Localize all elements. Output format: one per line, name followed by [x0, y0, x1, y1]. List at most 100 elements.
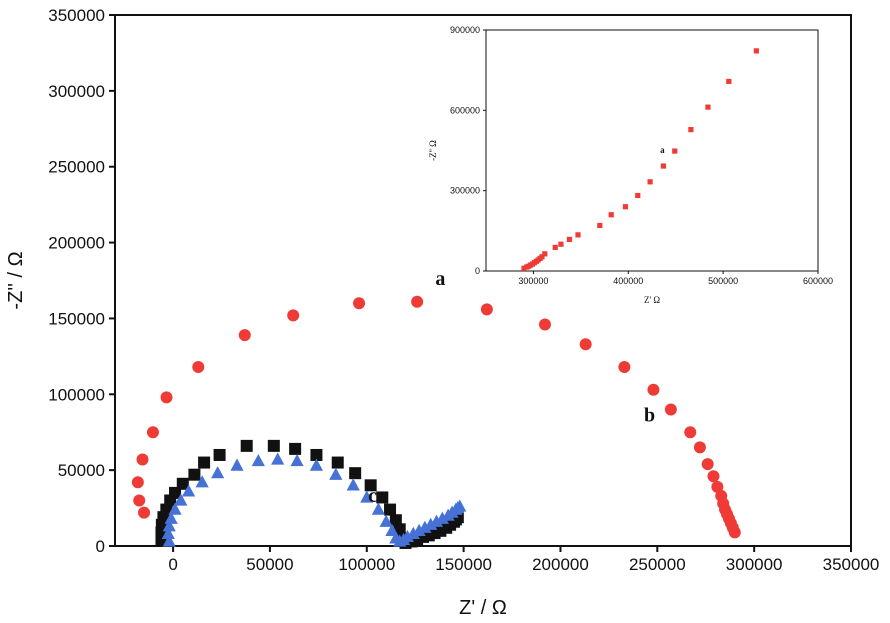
main-point-a	[160, 391, 173, 404]
main-series-label-b: b	[644, 405, 655, 427]
inset-point-a	[688, 127, 694, 133]
main-y-tick-label: 350000	[48, 6, 105, 25]
inset-point-a	[542, 251, 548, 257]
main-x-tick-label: 0	[168, 555, 177, 574]
main-point-b	[160, 503, 173, 516]
main-point-c	[379, 514, 393, 527]
inset-point-a	[672, 148, 678, 154]
main-y-tick-label: 250000	[48, 158, 105, 177]
main-x-tick-label: 350000	[823, 555, 880, 574]
main-point-a	[353, 297, 366, 310]
inset-x-tick-label: 600000	[803, 276, 833, 286]
main-y-tick-label: 300000	[48, 82, 105, 101]
main-point-a	[287, 309, 300, 322]
main-point-b	[198, 456, 211, 469]
main-series-c	[161, 452, 467, 547]
main-point-a	[618, 360, 631, 373]
main-x-tick-label: 250000	[629, 555, 686, 574]
main-y-tick-label: 200000	[48, 234, 105, 253]
main-point-a	[664, 403, 677, 416]
main-point-a	[711, 480, 724, 493]
main-x-tick-label: 200000	[532, 555, 589, 574]
inset-axes	[483, 29, 819, 274]
main-point-c	[182, 484, 196, 497]
main-point-a	[192, 360, 205, 373]
main-point-a	[728, 526, 741, 539]
main-point-b	[213, 448, 226, 461]
main-point-c	[329, 467, 343, 480]
main-x-tick-label: 100000	[338, 555, 395, 574]
main-point-b	[364, 479, 377, 492]
main-point-b	[376, 491, 389, 504]
main-point-c	[251, 453, 265, 467]
inset-series-a	[521, 48, 759, 271]
inset-point-a	[753, 48, 759, 54]
main-point-b	[310, 448, 323, 461]
inset-y-tick-label: 900000	[450, 25, 480, 35]
main-point-c	[309, 458, 324, 471]
main-point-a	[480, 303, 493, 316]
inset-data-marks	[521, 48, 759, 271]
main-point-b	[389, 514, 402, 527]
main-series-a	[131, 295, 741, 539]
main-point-c	[162, 519, 176, 532]
inset-y-tick-label: 600000	[450, 105, 480, 115]
inset-point-a	[705, 104, 711, 110]
main-point-c	[371, 502, 386, 515]
main-point-a	[538, 318, 551, 331]
main-point-b	[169, 486, 182, 499]
main-y-axis-title: -Z'' / Ω	[5, 251, 27, 309]
inset-point-a	[622, 204, 629, 210]
main-point-b	[267, 439, 280, 452]
main-series-label-c: c	[368, 485, 377, 507]
main-data-marks	[131, 295, 741, 549]
main-point-c	[195, 475, 209, 488]
main-series-label-a: a	[435, 268, 445, 290]
main-y-tick-label: 100000	[48, 385, 105, 404]
main-point-b	[393, 523, 406, 536]
inset-point-a	[660, 163, 666, 169]
inset-plot: 300000 400000 500000 600000 0 300000 600000 900…	[428, 25, 833, 305]
main-point-c	[162, 534, 176, 547]
inset-y-axis-title: -Z'' Ω	[428, 140, 438, 161]
inset-point-a	[558, 241, 564, 247]
main-axes	[109, 14, 852, 552]
main-x-axis-title: Z' / Ω	[459, 597, 507, 619]
main-point-b	[240, 439, 253, 452]
main-point-a	[146, 426, 159, 439]
main-point-a	[707, 470, 720, 483]
main-point-a	[684, 426, 697, 439]
main-y-tick-label: 150000	[48, 309, 105, 328]
main-x-tick-label: 50000	[246, 555, 293, 574]
inset-point-a	[635, 192, 641, 199]
main-point-c	[168, 502, 182, 515]
inset-x-tick-label: 400000	[613, 276, 643, 286]
inset-point-a	[552, 244, 558, 251]
main-x-tick-label: 300000	[726, 555, 783, 574]
inset-point-a	[608, 212, 614, 218]
main-point-c	[211, 466, 225, 479]
inset-series-label-a: a	[660, 145, 665, 155]
inset-labels: 300000 400000 500000 600000 0 300000 600000 900…	[428, 25, 833, 305]
inset-y-tick-label: 0	[475, 266, 480, 276]
main-point-a	[238, 329, 251, 342]
main-point-a	[701, 458, 714, 471]
main-point-b	[384, 503, 397, 516]
main-x-tick-label: 150000	[435, 555, 492, 574]
main-point-c	[453, 499, 467, 512]
main-point-b	[331, 456, 344, 469]
main-point-a	[138, 506, 151, 519]
main-point-b	[176, 477, 189, 490]
main-point-c	[161, 526, 175, 539]
inset-point-a	[575, 232, 581, 238]
main-point-c	[271, 452, 285, 465]
inset-frame	[485, 29, 819, 272]
inset-point-a	[647, 179, 653, 185]
main-point-b	[349, 467, 362, 480]
main-labels: 0 50000 100000 150000 200000 250000 300000 3500…	[5, 6, 879, 619]
inset-point-a	[726, 78, 732, 85]
main-point-a	[133, 494, 146, 507]
main-point-b	[289, 442, 302, 455]
main-point-a	[411, 295, 424, 308]
inset-x-tick-label: 300000	[518, 276, 548, 286]
